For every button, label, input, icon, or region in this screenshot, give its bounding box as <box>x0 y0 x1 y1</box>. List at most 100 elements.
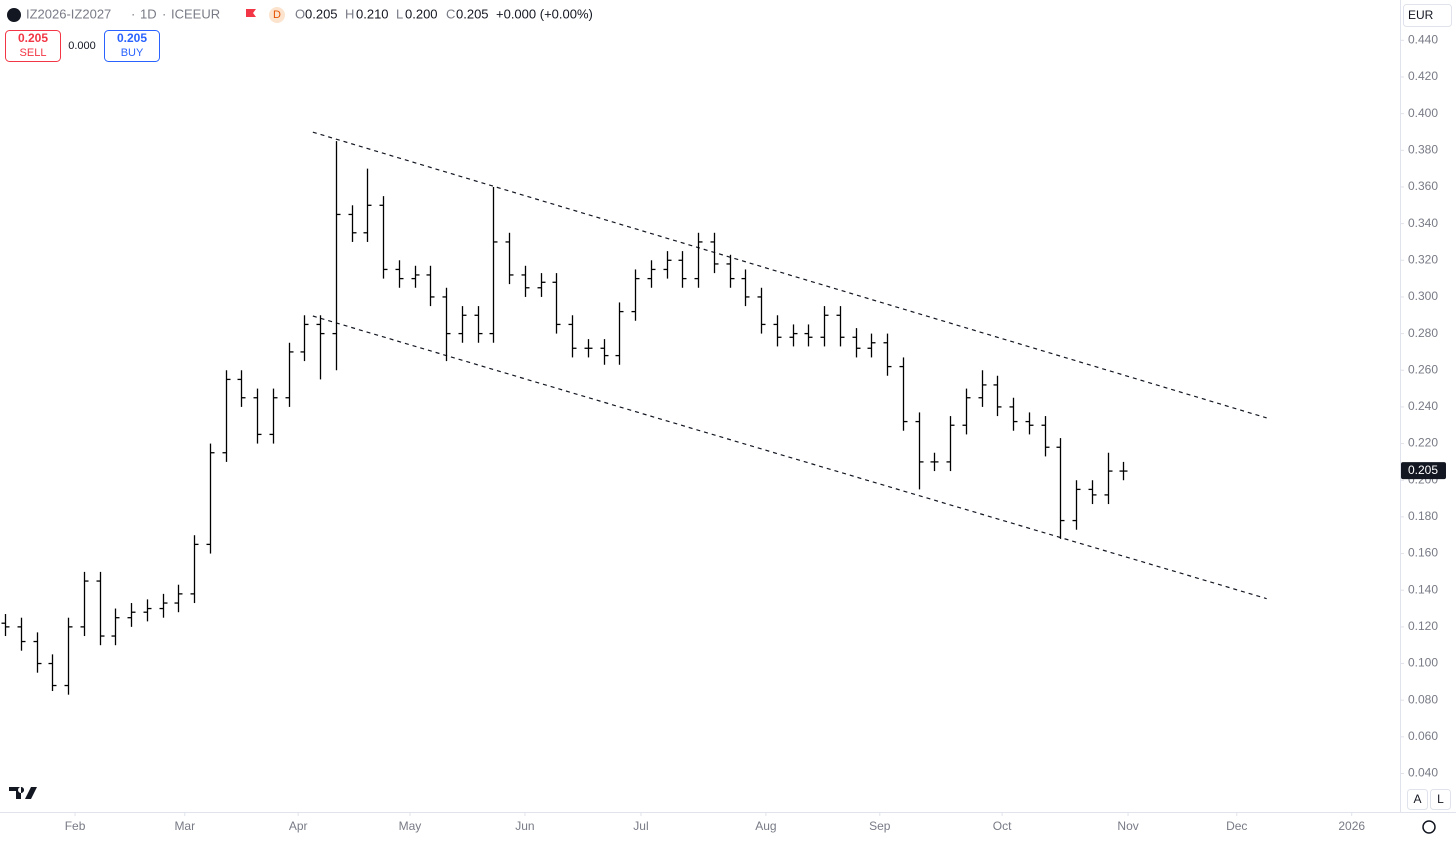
exchange: ICEEUR <box>171 6 220 21</box>
ohlc-bar <box>1056 438 1065 539</box>
ohlc-bar <box>1041 416 1050 457</box>
ohlc-bar <box>883 333 892 376</box>
ohlc-value: 0.205 <box>305 6 338 21</box>
y-tick-label: 0.220 <box>1408 436 1438 450</box>
ohlc-bar <box>48 654 57 692</box>
ohlc-label: L <box>396 6 403 21</box>
ohlc-bar <box>1025 412 1034 435</box>
ohlc-bar <box>222 370 231 462</box>
ohlc-bar <box>17 617 26 651</box>
settings-icon[interactable] <box>1422 820 1436 834</box>
ohlc-bar <box>678 251 687 288</box>
ohlc-bar <box>237 370 246 407</box>
change: +0.000 (+0.00%) <box>496 6 593 21</box>
ohlc-bar <box>584 339 593 358</box>
ohlc-bar <box>694 232 703 288</box>
x-tick-label: Mar <box>174 819 195 833</box>
ohlc-label: H <box>345 6 354 21</box>
y-tick-label: 0.040 <box>1408 766 1438 780</box>
ohlc-value: 0.210 <box>356 6 389 21</box>
ohlc-bar <box>285 342 294 407</box>
y-tick-label: 0.340 <box>1408 216 1438 230</box>
ohlc-bar <box>726 254 735 288</box>
ohlc-bar <box>946 416 955 472</box>
x-tick-label: Dec <box>1226 819 1247 833</box>
ohlc-bar <box>915 412 924 490</box>
auto-button[interactable] <box>1407 789 1428 810</box>
ohlc-bar <box>143 599 152 622</box>
ohlc-bar <box>537 273 546 297</box>
separator: · <box>131 6 135 21</box>
spread: 0.000 <box>68 40 96 52</box>
x-tick-label: 2026 <box>1338 819 1365 833</box>
ohlc-bar <box>710 232 719 274</box>
ohlc-bar <box>647 260 656 288</box>
currency-button[interactable] <box>1403 4 1452 27</box>
ohlc-bar <box>127 603 136 627</box>
ohlc-bar <box>820 306 829 347</box>
ohlc-bar <box>505 232 514 285</box>
ohlc-bar <box>363 168 372 242</box>
x-tick-label: Jul <box>633 819 648 833</box>
ohlc-bar <box>458 306 467 343</box>
x-tick-label: Apr <box>289 819 308 833</box>
ohlc-bar <box>33 632 42 673</box>
ohlc-bar <box>741 269 750 307</box>
ohlc-bar <box>663 251 672 279</box>
ohlc-bar <box>159 593 168 618</box>
ohlc-bar <box>190 535 199 604</box>
ohlc-bar <box>1072 480 1081 530</box>
y-tick-label: 0.140 <box>1408 582 1438 596</box>
log-button[interactable] <box>1430 789 1451 810</box>
ohlc-bar <box>552 273 561 334</box>
y-tick-label: 0.240 <box>1408 399 1438 413</box>
ohlc-bar <box>1119 461 1128 481</box>
badge-text: D <box>273 9 281 21</box>
ohlc-bar <box>600 339 609 365</box>
ohlc-value: 0.205 <box>456 6 489 21</box>
separator: · <box>162 6 166 21</box>
trendline <box>312 315 1267 600</box>
ohlc-bar <box>474 306 483 343</box>
flag-icon[interactable] <box>246 9 256 17</box>
sell-label: SELL <box>20 47 47 59</box>
symbol-icon <box>7 8 21 22</box>
buy-label: BUY <box>121 47 144 59</box>
y-tick-label: 0.300 <box>1408 289 1438 303</box>
currency: EUR <box>1408 8 1434 22</box>
last-price-label: 0.205 <box>1408 463 1438 477</box>
y-tick-label: 0.320 <box>1408 252 1438 266</box>
logo[interactable] <box>9 787 37 799</box>
y-tick-label: 0.060 <box>1408 729 1438 743</box>
ohlc-bar <box>348 205 357 242</box>
x-tick-label: Aug <box>755 819 776 833</box>
x-tick-label: May <box>399 819 422 833</box>
ohlc-bar <box>174 584 183 613</box>
ohlc-bar <box>332 141 341 371</box>
y-tick-label: 0.080 <box>1408 692 1438 706</box>
ohlc-bar <box>206 443 215 554</box>
ohlc-value: 0.200 <box>405 6 438 21</box>
ohlc-bar <box>1088 480 1097 505</box>
buy-button[interactable] <box>104 30 160 62</box>
ohlc-bar <box>96 571 105 646</box>
ohlc-bar <box>300 315 309 362</box>
ohlc-bar <box>568 315 577 358</box>
ohlc-bar <box>930 452 939 472</box>
ohlc-bar <box>836 306 845 347</box>
ohlc-bar <box>489 186 498 343</box>
sell-button[interactable] <box>5 30 61 62</box>
ohlc-bar <box>269 388 278 444</box>
ohlc-bar <box>899 357 908 431</box>
ohlc-bar <box>426 265 435 307</box>
ohlc-bar <box>1 614 10 637</box>
sell-price: 0.205 <box>18 31 48 45</box>
ohlc-label: O <box>295 6 305 21</box>
ohlc-bar <box>64 617 73 695</box>
interval[interactable]: 1D <box>140 6 157 21</box>
symbol[interactable]: IZ2026-IZ2027 <box>26 6 111 21</box>
ohlc-bar <box>867 333 876 358</box>
ohlc-bar <box>773 315 782 347</box>
badge <box>269 7 285 23</box>
